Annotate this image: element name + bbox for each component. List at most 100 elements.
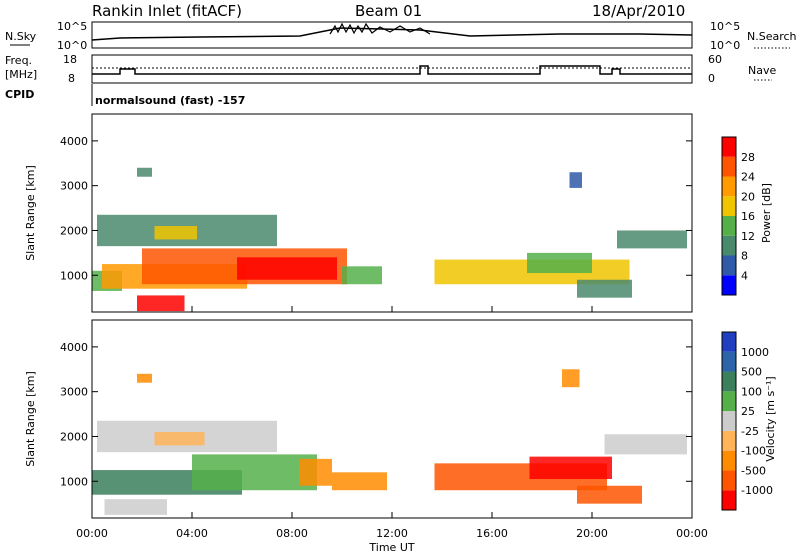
velocity-colorbar-swatch-6: [722, 371, 736, 392]
velocity-band-11: [137, 373, 152, 383]
freq-label-1: Freq.: [5, 54, 32, 67]
velocity-band-7: [529, 456, 612, 480]
velocity-ytick-label-3: 4000: [60, 341, 88, 354]
nsearch-label: N.Search: [747, 30, 797, 43]
freq-tick-bottom: 8: [68, 72, 75, 85]
power-colorbar-tick-2: 12: [741, 230, 755, 243]
velocity-colorbar-swatch-4: [722, 411, 736, 431]
power-band-11: [617, 230, 687, 249]
power-colorbar-label: Power [dB]: [760, 183, 773, 243]
power-colorbar-swatch-3: [722, 216, 736, 236]
velocity-colorbar-label: Velocity [m s⁻¹]: [764, 376, 777, 461]
power-colorbar-swatch-6: [722, 156, 736, 177]
velocity-colorbar-swatch-8: [722, 332, 736, 352]
power-panel: 1000 2000 3000 4000 Slant Range [km] 4 8 12 16…: [24, 113, 773, 313]
freq-label-2: [MHz]: [5, 68, 37, 81]
velocity-colorbar-swatch-0: [722, 490, 736, 510]
x-tick-label-4: 16:00: [476, 527, 508, 540]
velocity-colorbar-frame: [721, 331, 737, 511]
cpid-value: normalsound (fast) -157: [95, 94, 245, 107]
beam-title: Beam 01: [355, 2, 422, 20]
velocity-band-5: [332, 472, 387, 491]
power-band-10: [577, 279, 632, 298]
freq-line: [92, 65, 692, 75]
velocity-band-12: [104, 499, 167, 515]
nave-label: Nave: [748, 64, 776, 77]
power-band-7: [342, 266, 382, 285]
velocity-band-1: [154, 431, 205, 446]
power-ylabel: Slant Range [km]: [24, 165, 37, 261]
velocity-panel: 1000 2000 3000 4000 Slant Range [km] -1000 -…: [24, 319, 777, 519]
power-colorbar-tick-5: 24: [741, 171, 755, 184]
x-tick-label-0: 00:00: [76, 527, 108, 540]
velocity-colorbar-tick-2: -100: [741, 445, 766, 458]
freq-tick-top: 18: [63, 53, 77, 66]
date-title: 18/Apr/2010: [592, 2, 685, 20]
power-colorbar-tick-3: 16: [741, 210, 755, 223]
nave-tick-bottom: 0: [708, 72, 715, 85]
cpid-label: CPID: [5, 88, 34, 101]
power-band-4: [137, 295, 185, 312]
power-band-3: [237, 257, 337, 280]
velocity-band-8: [577, 485, 642, 504]
power-colorbar-swatch-0: [722, 275, 736, 295]
x-tick-label-3: 12:00: [376, 527, 408, 540]
velocity-y-ticks: 1000 2000 3000 4000: [60, 341, 693, 518]
x-tick-label-2: 08:00: [276, 527, 308, 540]
nave-tick-top: 60: [708, 53, 722, 66]
velocity-band-9: [604, 434, 687, 455]
power-marks: [92, 167, 687, 312]
power-colorbar-frame: [721, 136, 737, 296]
power-y-ticks: 1000 2000 3000 4000: [60, 135, 693, 312]
power-colorbar-tick-4: 20: [741, 190, 755, 203]
velocity-band-3: [192, 454, 317, 491]
velocity-ytick-label-2: 3000: [60, 386, 88, 399]
x-axis-ticks: 00:00 04:00 08:00 12:00 16:00 20:00 00:00: [76, 527, 708, 540]
velocity-ylabel: Slant Range [km]: [24, 371, 37, 467]
velocity-colorbar-swatch-3: [722, 430, 736, 451]
power-band-9: [527, 252, 592, 274]
freq-panel: Freq. [MHz] 18 8 60 0 Nave: [5, 53, 776, 85]
velocity-colorbar-tick-1: -500: [741, 464, 766, 477]
nsearch-tick-top: 10^5: [710, 20, 740, 33]
power-ytick-label-3: 4000: [60, 135, 88, 148]
velocity-colorbar-tick-7: 1000: [741, 346, 769, 359]
velocity-colorbar-tick-6: 500: [741, 366, 762, 379]
nsky-tick-top: 10^5: [57, 20, 87, 33]
nsky-label: N.Sky: [5, 30, 37, 43]
velocity-colorbar-swatch-5: [722, 391, 736, 412]
power-ytick-label-2: 3000: [60, 180, 88, 193]
velocity-marks: [92, 369, 687, 515]
power-colorbar-tick-0: 4: [741, 269, 748, 282]
velocity-colorbar-swatch-2: [722, 450, 736, 471]
power-colorbar: 4 8 12 16 20 24 28: [721, 136, 755, 296]
power-colorbar-swatch-7: [722, 137, 736, 157]
power-colorbar-tick-1: 8: [741, 250, 748, 263]
power-colorbar-swatch-4: [722, 196, 736, 216]
nsky-line: [91, 27, 693, 41]
power-colorbar-swatch-1: [722, 255, 736, 276]
station-title: Rankin Inlet (fitACF): [92, 2, 242, 20]
x-tick-label-5: 20:00: [576, 527, 608, 540]
power-ytick-label-1: 2000: [60, 224, 88, 237]
velocity-band-4: [299, 458, 332, 486]
x-tick-label-1: 04:00: [176, 527, 208, 540]
power-colorbar-swatch-2: [722, 235, 736, 256]
x-tick-label-6: 00:00: [676, 527, 708, 540]
velocity-colorbar-tick-4: 25: [741, 405, 755, 418]
velocity-band-10: [562, 369, 580, 388]
power-colorbar-tick-6: 28: [741, 151, 755, 164]
velocity-ytick-label-1: 2000: [60, 430, 88, 443]
power-colorbar-swatch-5: [722, 176, 736, 197]
nsky-panel: N.Sky 10^5 10^0 10^5 10^0 N.Search: [5, 20, 797, 52]
nsearch-tick-bottom: 10^0: [710, 39, 740, 52]
velocity-colorbar-swatch-1: [722, 470, 736, 491]
velocity-colorbar-swatch-7: [722, 351, 736, 372]
nsky-busy: [329, 22, 431, 35]
power-ytick-label-0: 1000: [60, 269, 88, 282]
velocity-colorbar-tick-0: -1000: [741, 484, 773, 497]
velocity-ytick-label-0: 1000: [60, 475, 88, 488]
power-band-13: [137, 167, 152, 177]
power-band-6: [154, 225, 197, 240]
